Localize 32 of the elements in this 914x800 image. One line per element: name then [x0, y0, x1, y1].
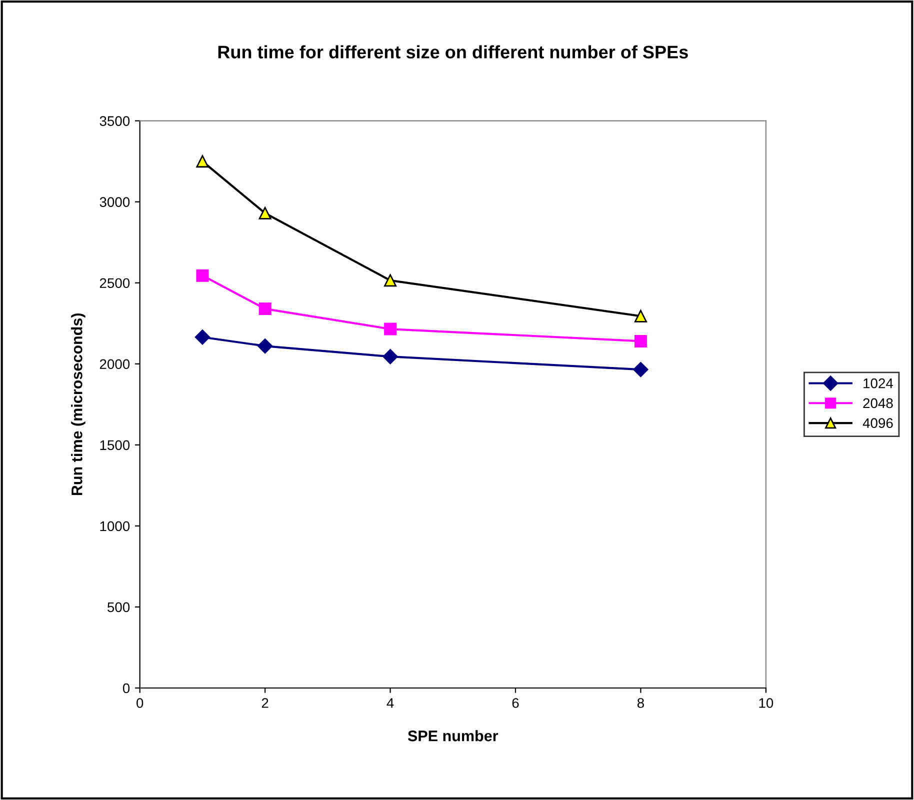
point [194, 330, 210, 345]
point [196, 269, 209, 282]
legend-label: 1024 [864, 378, 894, 388]
x-tick-label: 2 [262, 698, 268, 708]
x-tick-label: 4 [386, 698, 394, 708]
chart-title: Run time for different size on different number of SPEs [218, 45, 688, 58]
y-tick-label: 1500 [100, 440, 130, 450]
point [633, 362, 648, 378]
y-tick-label: 3000 [100, 197, 130, 207]
x-tick-label: 0 [136, 698, 144, 708]
legend-label: 2048 [863, 398, 893, 408]
y-tick-label: 500 [108, 602, 130, 612]
point [634, 334, 647, 348]
point [384, 274, 397, 287]
point [258, 302, 272, 316]
y-axis-title: Run time (microseconds) [71, 313, 86, 496]
y-tick-label: 2000 [100, 359, 130, 370]
point [258, 206, 272, 220]
point [634, 310, 647, 322]
y-tick-label: 3500 [100, 116, 130, 126]
x-tick-label: 10 [759, 698, 774, 708]
y-tick-label: 0 [122, 683, 130, 694]
x-tick-label: 8 [637, 698, 644, 708]
y-tick-label: 1000 [100, 521, 130, 532]
point [384, 322, 397, 336]
x-tick-label: 6 [512, 698, 519, 708]
point [382, 349, 398, 364]
x-axis-title: SPE number [408, 730, 498, 742]
point [196, 155, 209, 168]
legend-label: 4096 [862, 418, 893, 428]
point [257, 338, 273, 354]
y-tick-label: 2500 [100, 278, 130, 288]
